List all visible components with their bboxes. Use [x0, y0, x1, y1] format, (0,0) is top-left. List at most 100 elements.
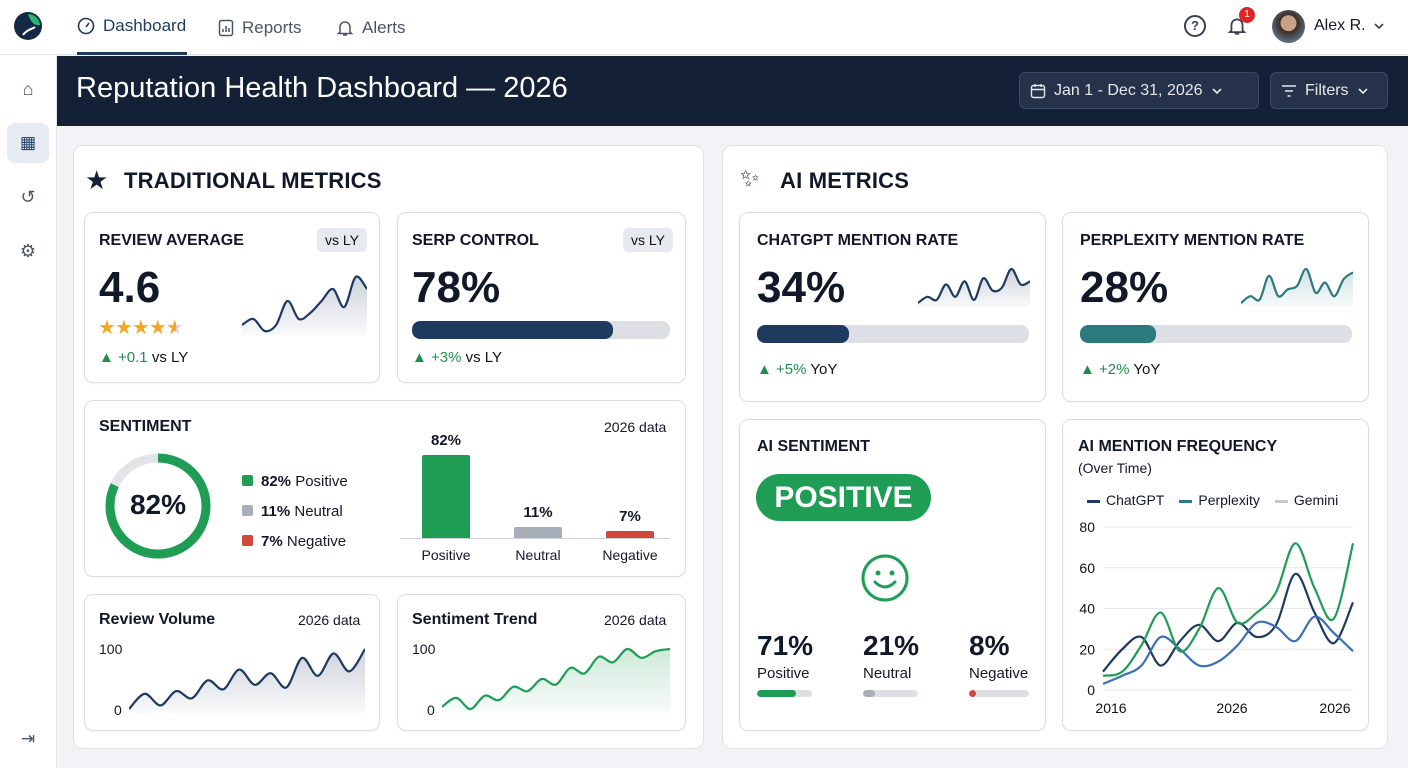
sentiment-donut — [105, 453, 211, 559]
card-title: AI SENTIMENT — [757, 438, 870, 455]
bar-value-label: 82% — [430, 432, 462, 449]
up-arrow-icon: ▲ — [412, 349, 432, 366]
data-note: 2026 data — [604, 419, 667, 435]
sparkline-line — [442, 647, 670, 711]
notifications-bell-icon[interactable] — [1227, 16, 1247, 36]
legend-item-chatgpt[interactable]: ChatGPT — [1087, 492, 1164, 508]
home-icon: ⌂ — [22, 78, 34, 99]
delta: ▲ +2% YoY — [1080, 361, 1161, 378]
serp-control-card: SERP CONTROL vs LY 78% ▲ +3% vs LY — [397, 212, 686, 383]
sparkline-area — [242, 276, 367, 335]
star-icon: ★ — [98, 317, 116, 339]
sentiment-bar-negative — [606, 530, 654, 538]
chevron-down-icon[interactable] — [1373, 20, 1385, 32]
progress-fill — [757, 325, 850, 343]
sidebar-item-settings[interactable]: ⚙ — [7, 231, 49, 271]
sidebar-item-home[interactable]: ⌂ — [7, 69, 49, 109]
page-title: Reputation Health Dashboard — 2026 — [76, 72, 568, 104]
page-header: Reputation Health Dashboard — 2026 Jan 1… — [57, 56, 1408, 126]
sparkline-area — [129, 649, 365, 713]
card-title: Review Volume — [99, 611, 216, 628]
ai-sentiment-card: AI SENTIMENT POSITIVE 71% Positive 21% Neut… — [739, 419, 1046, 731]
x-tick-label: 2016 — [1095, 700, 1126, 716]
chatgpt-mention-card: CHATGPT MENTION RATE 34% ▲ +5% YoY — [739, 212, 1046, 402]
filters-button[interactable]: Filters — [1270, 72, 1388, 109]
vs-ly-badge[interactable]: vs LY — [317, 228, 367, 252]
y-tick-label: 20 — [1079, 641, 1095, 657]
sidebar-item-history[interactable]: ↺ — [7, 177, 49, 217]
sidebar: ⌂ ▦ ↺ ⚙ ⇥ — [0, 55, 57, 768]
star-rating: ★★★★★ — [98, 315, 184, 340]
y-tick: 0 — [114, 702, 122, 718]
progress-fill — [1080, 325, 1157, 343]
y-tick: 100 — [99, 641, 123, 657]
bar-category-label: Negative — [602, 547, 658, 563]
magic-wand-icon: ✨︎ — [740, 165, 760, 192]
user-name[interactable]: Alex R. — [1314, 17, 1366, 34]
sentiment-bar-positive — [422, 455, 470, 538]
sentiment-legend: 82% Positive 11% Neutral 7% Negative — [242, 467, 348, 557]
sparkline-area — [918, 268, 1030, 307]
chatgpt-sparkline — [918, 267, 1030, 307]
review-average-card: REVIEW AVERAGE vs LY 4.6 ★★★★★ ▲ +0.1 vs… — [84, 212, 380, 383]
star-icon: ★ — [114, 317, 133, 339]
perplexity-sparkline — [1241, 267, 1353, 307]
sentiment-card: SENTIMENT 2026 data 82% 82% Positive 11%… — [84, 400, 686, 577]
bar-value-label: 11% — [523, 503, 553, 521]
chart-subtitle: (Over Time) — [1078, 460, 1152, 476]
chatgpt-progress-bar — [757, 325, 1029, 343]
review-volume-card: Review Volume 2026 data 100 0 — [84, 594, 380, 731]
sentiment-bar-neutral — [514, 526, 562, 538]
serp-progress-bar — [412, 321, 670, 339]
review-average-value: 4.6 — [99, 263, 161, 312]
delta: ▲ +0.1 vs LY — [99, 349, 189, 366]
y-tick-label: 40 — [1079, 601, 1095, 617]
card-title: SENTIMENT — [99, 418, 192, 435]
chart-title: AI MENTION FREQUENCY — [1078, 438, 1278, 455]
card-title: Sentiment Trend — [412, 611, 538, 628]
sentiment-trend-chart — [442, 647, 670, 713]
perplexity-mention-card: PERPLEXITY MENTION RATE 28% ▲ +2% YoY — [1062, 212, 1369, 402]
up-arrow-icon: ▲ — [99, 349, 119, 366]
avatar[interactable] — [1272, 10, 1305, 43]
gear-icon: ⚙ — [19, 240, 37, 261]
y-tick-label: 60 — [1079, 560, 1095, 576]
help-icon[interactable]: ? — [1184, 15, 1206, 37]
star-icon: ★ — [148, 317, 167, 339]
sparkline-line — [129, 648, 365, 710]
donut-positive-arc — [105, 453, 211, 559]
legend-negative: 7% Negative — [242, 527, 348, 557]
donut-value: 82% — [129, 489, 187, 520]
star-icon: ★ — [85, 165, 109, 195]
report-icon — [218, 19, 234, 36]
filter-icon — [1282, 84, 1296, 97]
tab-dashboard[interactable]: Dashboard — [77, 0, 187, 55]
star-icon: ★ — [131, 317, 150, 339]
delta: ▲ +5% YoY — [757, 361, 838, 378]
x-tick-label: 2026 — [1319, 700, 1350, 716]
ai-sentiment-bar — [969, 690, 1029, 697]
date-range-picker[interactable]: Jan 1 - Dec 31, 2026 — [1019, 72, 1259, 109]
bell-icon — [336, 20, 354, 36]
data-note: 2026 data — [604, 612, 667, 628]
panel-title: TRADITIONAL METRICS — [124, 168, 382, 193]
legend-item-gemini[interactable]: Gemini — [1274, 492, 1338, 508]
sidebar-item-dashboard[interactable]: ▦ — [7, 123, 49, 163]
vs-ly-badge[interactable]: vs LY — [623, 228, 673, 252]
app-logo[interactable] — [13, 11, 43, 41]
notification-badge: 1 — [1239, 7, 1255, 23]
sparkline-area — [1241, 268, 1353, 307]
ai-sentiment-positive-pct: 71% — [757, 630, 814, 661]
ai-sentiment-label: Positive — [757, 665, 810, 682]
card-title: REVIEW AVERAGE — [99, 232, 244, 249]
bar-value-label: 7% — [619, 507, 641, 525]
ai-sentiment-negative-pct: 8% — [969, 630, 1010, 661]
ai-sentiment-bar — [757, 690, 812, 697]
legend-item-perplexity[interactable]: Perplexity — [1179, 492, 1260, 508]
calendar-icon — [1030, 83, 1046, 98]
y-tick: 0 — [427, 702, 435, 718]
tab-alerts[interactable]: Alerts — [336, 0, 405, 55]
tab-reports[interactable]: Reports — [218, 0, 302, 55]
sidebar-item-logout[interactable]: ⇥ — [7, 719, 49, 759]
ai-sentiment-label: Negative — [969, 665, 1029, 682]
